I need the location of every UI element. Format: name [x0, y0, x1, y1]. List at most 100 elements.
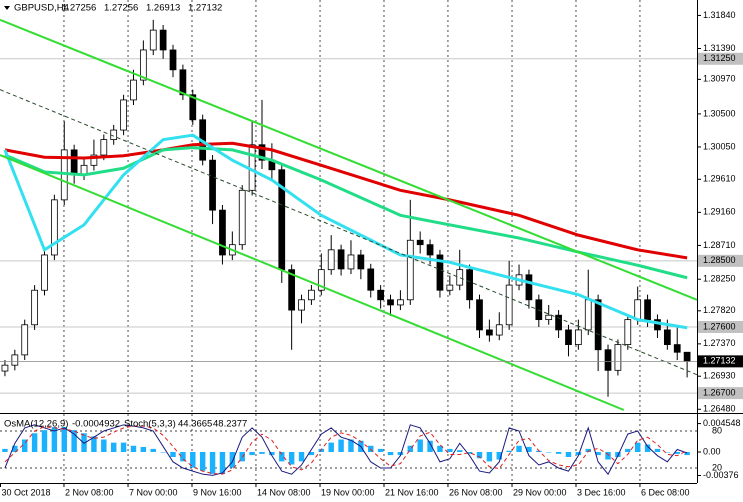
osma-bar	[2, 448, 8, 452]
osma-bar	[318, 448, 325, 452]
price-plot	[0, 0, 697, 412]
osma-bar	[308, 452, 315, 456]
candle-body	[70, 149, 78, 176]
y-tick-label: 1.26930	[703, 371, 736, 381]
osma-bar	[130, 445, 137, 452]
osma-bar	[684, 452, 690, 456]
osma-bar	[91, 436, 97, 452]
level-label: 1.26700	[703, 387, 736, 397]
osma-bar	[476, 452, 483, 459]
osma-bar	[348, 439, 354, 452]
y-tick-label: 1.31390	[703, 43, 736, 53]
candle-body	[673, 344, 681, 353]
candle-body	[416, 239, 424, 246]
candle-body	[139, 49, 147, 81]
candle-body	[51, 199, 58, 256]
osma-bar	[437, 445, 443, 452]
y-tick-label: 1.27370	[703, 338, 736, 348]
osma-bar	[170, 452, 176, 457]
candle-body	[377, 289, 384, 301]
y-tick-label: 0.004548	[703, 418, 741, 428]
y-tick-label: 1.30970	[703, 74, 736, 84]
labels: GBPUSD,H4 1.27256 1.27256 1.26913 1.2713…	[4, 3, 247, 430]
candle-body	[327, 249, 335, 271]
osma-bar	[644, 444, 651, 452]
candle-body	[90, 154, 98, 166]
osma-bar	[565, 452, 572, 457]
y-tick-label: -0.00376	[703, 470, 739, 480]
osma-title: OsMA(12,26,9)	[4, 419, 68, 430]
osma-bar	[219, 452, 226, 474]
stoch-signal-value: 48.2377	[213, 419, 247, 430]
indicator-plot	[0, 414, 697, 483]
osma-bar	[447, 448, 453, 452]
y-tick-label: 1.27820	[703, 305, 736, 315]
x-tick-label: 6 Dec 08:00	[641, 487, 690, 497]
osma-bar	[279, 452, 285, 462]
level-label: 1.28500	[703, 255, 736, 265]
candle-body	[189, 94, 197, 121]
stoch-title: Stoch(5,3,3)	[124, 419, 176, 430]
stoch-line	[4, 425, 688, 475]
osma-bar	[516, 445, 522, 452]
current-price-label: 1.27132	[703, 356, 736, 366]
header-high: 1.27256	[104, 3, 138, 14]
osma-bar	[605, 452, 611, 460]
candle-body	[584, 299, 592, 331]
candle-body	[337, 249, 345, 270]
candle-body	[476, 299, 483, 331]
candle-body	[317, 269, 325, 291]
osma-bar	[387, 452, 394, 456]
candle-body	[31, 289, 38, 326]
osma-bar	[338, 439, 344, 452]
candle-body	[436, 254, 444, 291]
osma-bar	[417, 439, 423, 452]
stoch-main-value: 44.3665	[178, 419, 212, 430]
osma-bar	[555, 452, 562, 454]
osma-bar	[31, 433, 38, 452]
osma-bar	[21, 439, 28, 452]
osma-bar	[674, 452, 680, 454]
candle-body	[604, 349, 612, 371]
candle-body	[159, 29, 167, 51]
indicator-line	[0, 154, 625, 411]
y-tick-label: 1.30050	[703, 141, 736, 151]
candle-body	[149, 29, 157, 51]
candle-body	[41, 254, 48, 291]
osma-bar	[209, 452, 216, 474]
osma-bar	[288, 452, 295, 465]
osma-bar	[585, 448, 591, 452]
osma-bar	[249, 452, 255, 456]
candle-body	[555, 314, 562, 331]
candle-body	[288, 269, 296, 311]
osma-bar	[397, 452, 404, 456]
x-tick-label: 26 Nov 08:00	[449, 487, 503, 497]
y-tick-label: 1.28250	[703, 274, 736, 284]
osma-bar	[664, 452, 671, 453]
osma-value: -0.0004932	[72, 419, 120, 430]
candle-body	[11, 354, 19, 366]
candle-body	[505, 284, 513, 326]
osma-bar	[110, 442, 117, 452]
y-tick-label: 1.26480	[703, 404, 736, 414]
osma-bar	[160, 452, 166, 453]
osma-bar	[199, 452, 206, 471]
y-tick-label: 1.31840	[703, 10, 736, 20]
x-tick-label: 14 Nov 08:00	[257, 487, 311, 497]
candle-body	[21, 324, 29, 356]
osma-bar	[150, 448, 156, 452]
osma-bar	[506, 450, 512, 452]
candle-body	[308, 289, 315, 301]
osma-bar	[625, 448, 631, 452]
header-close: 1.27132	[188, 3, 222, 14]
y2-tick-label: 80	[712, 425, 722, 435]
candle-body	[594, 299, 602, 351]
osma-bar	[190, 452, 196, 468]
candle-body	[456, 269, 464, 286]
candle-body	[298, 299, 305, 311]
candle-body	[663, 329, 671, 346]
x-tick-label: 19 Nov 00:00	[321, 487, 375, 497]
osma-bar	[545, 452, 552, 453]
